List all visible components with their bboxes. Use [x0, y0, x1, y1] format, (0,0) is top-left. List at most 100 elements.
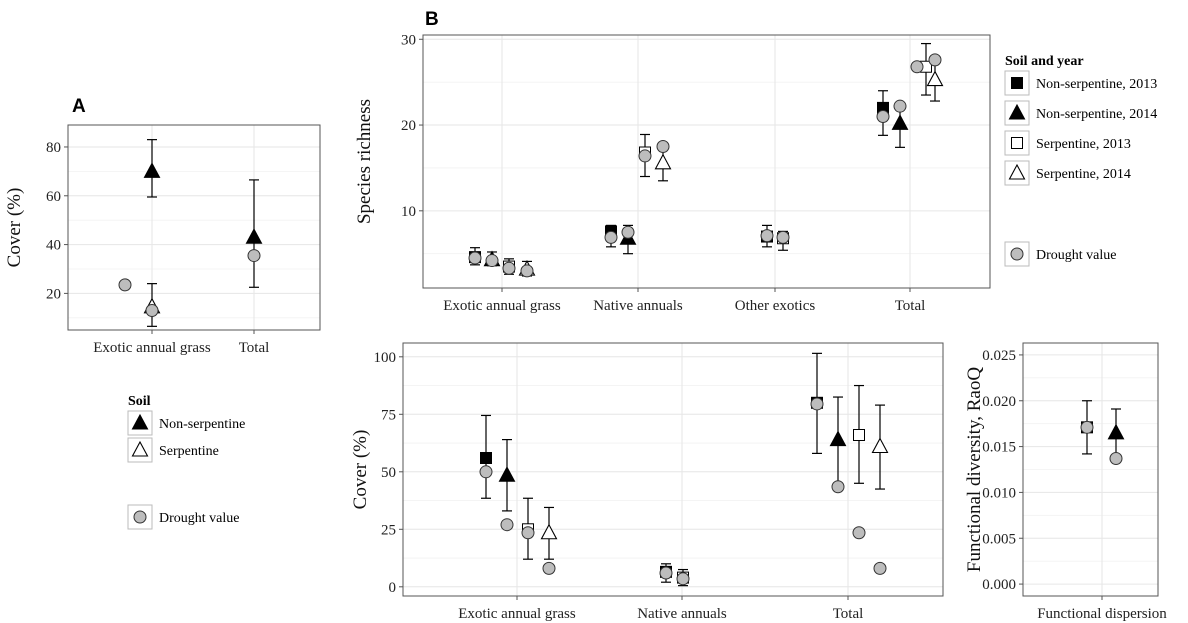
y-tick-label: 0.015 [982, 440, 1016, 456]
gridlines [1023, 343, 1158, 596]
circle-marker [247, 249, 261, 263]
point-drought-value-total [876, 109, 890, 123]
plot-frame [67, 124, 321, 331]
point-drought-value-exotic-annual-grass [479, 465, 493, 479]
point-serpentine-2013-total [853, 429, 865, 441]
point-drought-value-total [873, 561, 887, 575]
y-tick-label: 0.020 [982, 394, 1016, 410]
circle-marker [760, 229, 774, 243]
point-drought-value-native-annuals [676, 572, 690, 586]
y-axis: 20 40 60 80 [46, 140, 68, 302]
point-drought-value-native-annuals [659, 566, 673, 580]
circle-marker [910, 60, 924, 74]
x-tick-label-native-annuals: Native annuals [637, 606, 727, 622]
point-drought-value-total [247, 249, 261, 263]
y-tick-label: 0.025 [982, 348, 1016, 364]
point-drought-value-other-exotics [760, 229, 774, 243]
point-non-serpentine-2013-exotic-annual-grass [480, 452, 492, 464]
y-tick-label: 20 [401, 118, 416, 134]
circle-marker [133, 510, 147, 524]
point-drought-value-total [893, 99, 907, 113]
x-tick-label-exotic-annual-grass: Exotic annual grass [93, 340, 211, 356]
point-non-serpentine-total [245, 228, 263, 244]
data-points [1080, 400, 1125, 465]
point-drought-value-exotic-annual-grass [468, 251, 482, 265]
circle-marker [852, 526, 866, 540]
square-marker [480, 452, 492, 464]
y-axis: 0 25 50 75 100 [374, 350, 403, 596]
triangle-marker [1008, 163, 1026, 180]
y-tick-label: 0.010 [982, 485, 1016, 501]
point-non-serpentine-exotic-annual-grass [143, 162, 161, 178]
point-drought-value-exotic-annual-grass [521, 526, 535, 540]
legend-marker-non-serpentine-2013 [1011, 77, 1023, 89]
legend-label-non-serpentine-2014: Non-serpentine, 2014 [1036, 107, 1157, 122]
legend-marker-drought-value [1010, 247, 1024, 261]
legend-marker-serpentine-2014 [1008, 163, 1026, 180]
x-tick-label-total: Total [833, 606, 864, 622]
data-points [479, 352, 889, 587]
point-non-serpentine-2014-functional-dispersion [1107, 423, 1125, 440]
point-serpentine-2014-exotic-annual-grass [540, 523, 558, 540]
point-drought-value-native-annuals [656, 139, 670, 153]
point-drought-value-total [831, 480, 845, 494]
triangle-marker [829, 430, 847, 447]
y-tick-label: 25 [381, 522, 396, 538]
triangle-marker [1008, 103, 1026, 120]
panel-b-cover: 0 25 50 75 100 Cover (%) Exotic annual grass Na… [350, 342, 944, 622]
circle-marker [810, 397, 824, 411]
point-drought-value-exotic-annual-grass [145, 303, 159, 317]
circle-marker [145, 303, 159, 317]
square-marker [1011, 77, 1023, 89]
triangle-marker [540, 523, 558, 540]
legend-label-serpentine-2013: Serpentine, 2013 [1036, 137, 1131, 152]
gridlines [403, 343, 943, 596]
circle-marker [638, 149, 652, 163]
circle-marker [1109, 452, 1123, 465]
data-points [468, 42, 944, 278]
legend-label-drought-value: Drought value [159, 511, 239, 526]
legend-marker-serpentine [131, 440, 149, 457]
point-drought-value-other-exotics [776, 230, 790, 244]
point-serpentine-2014-total [926, 70, 944, 87]
triangle-marker [891, 114, 909, 130]
plot-background [423, 35, 990, 288]
circle-marker [542, 561, 556, 575]
triangle-marker [926, 70, 944, 87]
legend-marker-drought-value [133, 510, 147, 524]
x-tick-label-native-annuals: Native annuals [593, 298, 683, 314]
point-drought-value-native-annuals [638, 149, 652, 163]
triangle-marker [498, 466, 516, 482]
legend-marker-serpentine-2013 [1011, 137, 1023, 149]
point-drought-value-exotic-annual-grass [542, 561, 556, 575]
y-axis-label: Species richness [354, 99, 375, 224]
panel-b-fd: 0.000 0.005 0.010 0.015 0.020 0.025 Functional… [964, 342, 1167, 622]
circle-marker [656, 139, 670, 153]
y-tick-label: 50 [381, 465, 396, 481]
circle-marker [468, 251, 482, 265]
circle-marker [676, 572, 690, 586]
legend-label-non-serpentine: Non-serpentine [159, 417, 245, 432]
x-axis: Exotic annual grass Native annuals Other e… [443, 288, 925, 314]
x-tick-label-exotic-annual-grass: Exotic annual grass [443, 298, 561, 314]
circle-marker [893, 99, 907, 113]
y-axis: 10 20 30 [401, 32, 423, 220]
legend-label-serpentine-2014: Serpentine, 2014 [1036, 167, 1131, 182]
circle-marker [502, 261, 516, 275]
circle-marker [659, 566, 673, 580]
y-tick-label: 40 [46, 238, 61, 254]
y-tick-label: 60 [46, 189, 61, 205]
y-tick-label: 100 [374, 350, 397, 366]
circle-marker [873, 561, 887, 575]
point-drought-value-functional-dispersion [1109, 452, 1123, 465]
data-points [118, 139, 263, 327]
y-tick-label: 30 [401, 32, 416, 48]
legend-label-drought-value: Drought value [1036, 248, 1116, 263]
y-axis-label: Cover (%) [350, 430, 371, 510]
y-axis: 0.000 0.005 0.010 0.015 0.020 0.025 [982, 348, 1023, 593]
point-drought-value-native-annuals [621, 225, 635, 239]
x-tick-label-other-exotics: Other exotics [735, 298, 816, 314]
square-marker [1011, 137, 1023, 149]
point-drought-value-total [852, 526, 866, 540]
triangle-marker [131, 440, 149, 457]
